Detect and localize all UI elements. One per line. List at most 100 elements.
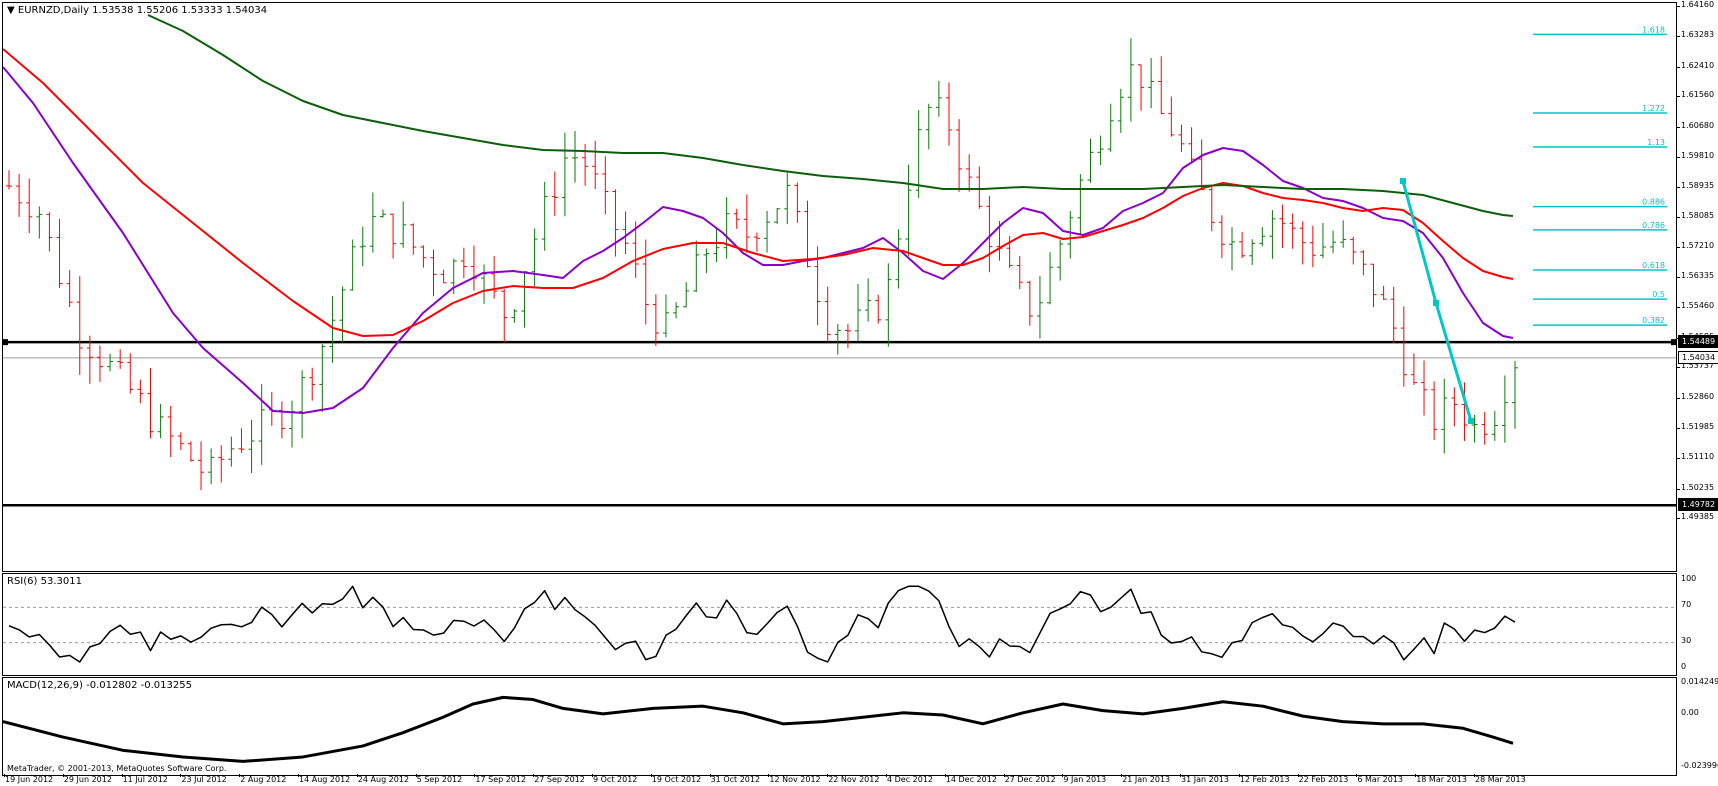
price-chart-canvas[interactable]: 1.618 1.272 1.13 0.886 0.786 0.618 0.5 0.382 [3,3,1676,571]
price-bar [632,221,639,278]
price-bar [713,227,720,263]
moving-average-slow-line [147,14,1514,217]
price-bar [794,182,801,223]
price-bar [1117,88,1124,133]
price-bar [410,223,417,255]
date-tick-mark [1474,774,1475,777]
date-tick-mark [1356,774,1358,777]
price-bar [16,173,23,217]
price-bar [1451,387,1458,427]
price-bar [855,283,862,342]
date-label: 19 Jun 2012 [5,775,54,784]
price-bar [359,226,366,267]
macd-tick-label: 0.00 [1681,708,1699,717]
date-label: 23 Jul 2012 [181,775,227,784]
date-tick-mark [121,774,123,777]
date-label: 22 Feb 2013 [1298,775,1349,784]
price-tick-mark [1676,156,1680,158]
price-bar [177,432,184,450]
price-bar [844,324,851,349]
macd-canvas[interactable] [3,678,1676,775]
date-label: 14 Dec 2012 [945,775,997,784]
price-bar [1259,227,1266,247]
price-bar [501,289,508,343]
price-bar [329,296,336,363]
price-bar [56,218,63,288]
date-label: 14 Aug 2012 [299,775,351,784]
chart-title: ▼ EURNZD,Daily 1.53538 1.55206 1.53333 1… [7,5,267,16]
price-bar [521,270,528,328]
date-label: 12 Feb 2013 [1239,775,1290,784]
price-bar [309,367,316,401]
price-bar [895,229,902,289]
price-tick-mark [1676,126,1680,128]
price-bar [1309,225,1316,268]
price-tick-label: 1.57210 [1681,240,1715,250]
price-bar [784,172,791,225]
price-bar [1330,230,1337,254]
macd-tick-label: -0.023996 [1681,760,1718,770]
price-axis[interactable]: 1.64160 1.63283 1.62410 1.61560 1.60680 1.598… [1676,0,1718,570]
price-bar [238,428,245,453]
copyright-label: MetaTrader, © 2001-2013, MetaQuotes Soft… [7,764,227,773]
price-tick-label: 1.64160 [1681,0,1715,9]
price-tick-label: 1.60680 [1681,120,1715,130]
price-bar [956,119,963,192]
price-bar [885,263,892,347]
price-bar [289,400,296,448]
price-bar [915,110,922,198]
price-bar [683,282,690,308]
price-tick-label: 1.56335 [1681,271,1715,281]
price-bar [622,211,629,254]
price-tick-label: 1.51110 [1681,452,1715,462]
price-bar [1431,381,1438,441]
price-tick-mark [1676,6,1680,7]
price-bar [349,239,356,291]
price-bar [278,401,285,439]
rsi-indicator-pane[interactable]: RSI(6) 53.3011 [2,573,1677,676]
price-tick-label: 1.58935 [1681,181,1715,191]
price-bar [248,419,255,474]
price-bar [1148,58,1155,109]
price-bar [1127,38,1134,122]
price-bar [1077,174,1084,235]
macd-indicator-pane[interactable]: MACD(12,26,9) -0.012802 -0.013255 MetaTr… [2,677,1677,776]
price-tick-mark [1676,66,1680,68]
date-tick-mark [298,774,299,777]
price-bar [531,228,538,287]
price-bar [1461,382,1468,441]
price-bar [1087,138,1094,183]
macd-title: MACD(12,26,9) -0.012802 -0.013255 [7,680,192,691]
price-bar [1360,250,1367,276]
price-bar [642,239,649,325]
price-tick-mark [1676,458,1680,460]
triangle-down-icon[interactable]: ▼ [7,5,15,16]
price-bar [1047,252,1054,305]
time-axis[interactable]: 19 Jun 2012 29 Jun 2012 11 Jul 2012 23 Jul … [2,774,1676,786]
date-tick-mark [944,774,946,777]
date-tick-mark [886,774,887,777]
price-bar [107,353,114,372]
price-bar [541,181,548,251]
price-tick-mark [1676,216,1680,218]
price-bar [117,349,124,369]
price-chart-pane[interactable]: ▼ EURNZD,Daily 1.53538 1.55206 1.53333 1… [2,2,1677,572]
price-bar [1138,64,1145,111]
date-label: 9 Oct 2012 [593,775,638,784]
fib-level-label: 1.272 [1642,104,1665,113]
date-tick-mark [1062,774,1064,777]
date-label: 18 Mar 2013 [1416,775,1467,784]
macd-axis[interactable]: 0.014249 0.00 -0.023996 [1676,677,1718,774]
price-tick-mark [1676,36,1680,38]
date-tick-mark [592,774,593,777]
price-bar [1036,275,1043,339]
rsi-axis[interactable]: 100 70 30 0 [1676,573,1718,674]
date-tick-mark [768,774,770,777]
date-label: 21 Jan 2013 [1122,775,1171,784]
price-bar [834,324,841,355]
price-bar [1057,239,1064,281]
horizontal-line-price-label: 1.49782 [1678,498,1718,512]
fib-level-label: 0.5 [1652,290,1665,299]
rsi-canvas[interactable] [3,574,1676,675]
date-label: 22 Nov 2012 [828,775,880,784]
